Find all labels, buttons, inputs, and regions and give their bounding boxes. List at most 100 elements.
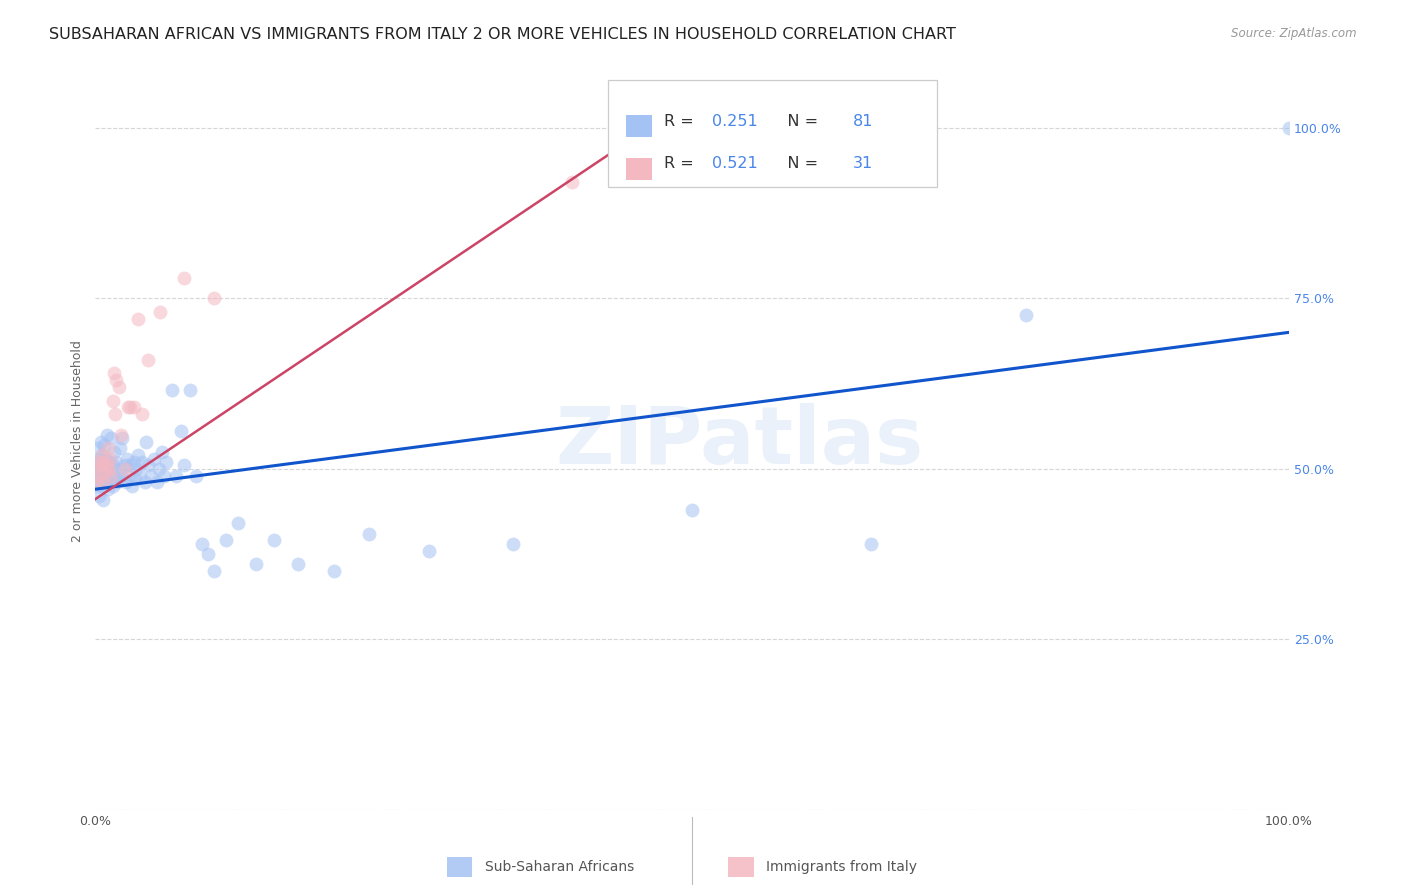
Text: 0.521: 0.521 [713,156,758,171]
Point [124,472,146,486]
Point [91,492,114,507]
Point [114,475,136,490]
Point [179,384,201,398]
Point [1278,120,1301,135]
Point [561,175,583,189]
Text: SUBSAHARAN AFRICAN VS IMMIGRANTS FROM ITALY 2 OR MORE VEHICLES IN HOUSEHOLD CORR: SUBSAHARAN AFRICAN VS IMMIGRANTS FROM IT… [49,27,956,42]
Text: R =: R = [665,114,699,129]
Point [94,468,117,483]
Point [202,291,225,305]
Point [87,442,110,456]
Text: 81: 81 [853,114,873,129]
Point [97,462,120,476]
Point [117,401,139,415]
FancyBboxPatch shape [728,856,754,878]
Point [155,455,177,469]
Point [153,468,176,483]
Point [89,468,111,483]
Point [122,455,145,469]
FancyBboxPatch shape [626,158,652,179]
Point [89,489,111,503]
Point [127,448,149,462]
Point [84,465,107,479]
Point [103,366,125,380]
Point [93,438,115,452]
Point [186,468,208,483]
Point [104,407,127,421]
Text: 31: 31 [853,156,873,171]
Point [129,468,152,483]
Point [91,455,114,469]
FancyBboxPatch shape [609,80,936,187]
Point [94,451,117,466]
FancyBboxPatch shape [626,115,652,136]
Point [135,434,157,449]
Y-axis label: 2 or more Vehicles in Household: 2 or more Vehicles in Household [72,341,84,542]
Point [87,462,110,476]
Point [149,305,172,319]
Point [110,468,132,483]
Point [322,564,344,578]
Point [173,270,195,285]
Point [165,468,187,483]
Point [110,427,132,442]
Point [86,455,108,469]
Point [120,458,142,473]
Point [105,475,128,490]
Point [173,458,195,473]
Point [121,479,143,493]
Text: Immigrants from Italy: Immigrants from Italy [766,860,917,874]
Text: Source: ZipAtlas.com: Source: ZipAtlas.com [1232,27,1357,40]
Point [90,434,112,449]
Point [105,455,128,469]
Point [90,448,112,462]
Point [111,431,134,445]
Point [122,401,145,415]
Point [131,407,153,421]
Point [263,533,285,548]
Point [169,425,191,439]
Point [108,442,131,456]
Point [681,503,703,517]
Point [114,458,136,473]
Point [105,373,128,387]
Point [226,516,249,531]
Text: N =: N = [772,156,823,171]
Point [287,558,309,572]
Point [101,458,124,473]
Point [97,442,120,456]
Point [90,479,112,493]
Point [90,458,112,473]
Point [1015,308,1038,322]
Point [84,462,107,476]
Point [125,462,148,476]
Point [215,533,238,548]
Text: Sub-Saharan Africans: Sub-Saharan Africans [485,860,634,874]
Point [120,401,142,415]
Point [107,380,129,394]
FancyBboxPatch shape [447,856,472,878]
Point [134,475,156,490]
Point [502,537,524,551]
Point [98,451,121,466]
Point [143,451,166,466]
Point [131,455,153,469]
Point [86,479,108,493]
Point [139,468,162,483]
Text: R =: R = [665,156,699,171]
Point [197,547,219,561]
Point [418,543,440,558]
Point [101,393,124,408]
Point [117,468,139,483]
Point [91,475,114,490]
Point [138,352,160,367]
Text: ZIPatlas: ZIPatlas [555,402,924,481]
Point [94,465,117,479]
Point [162,384,184,398]
Point [100,431,122,445]
Point [87,475,110,490]
Point [107,462,129,476]
Point [859,537,882,551]
Point [150,444,173,458]
Point [87,455,110,469]
